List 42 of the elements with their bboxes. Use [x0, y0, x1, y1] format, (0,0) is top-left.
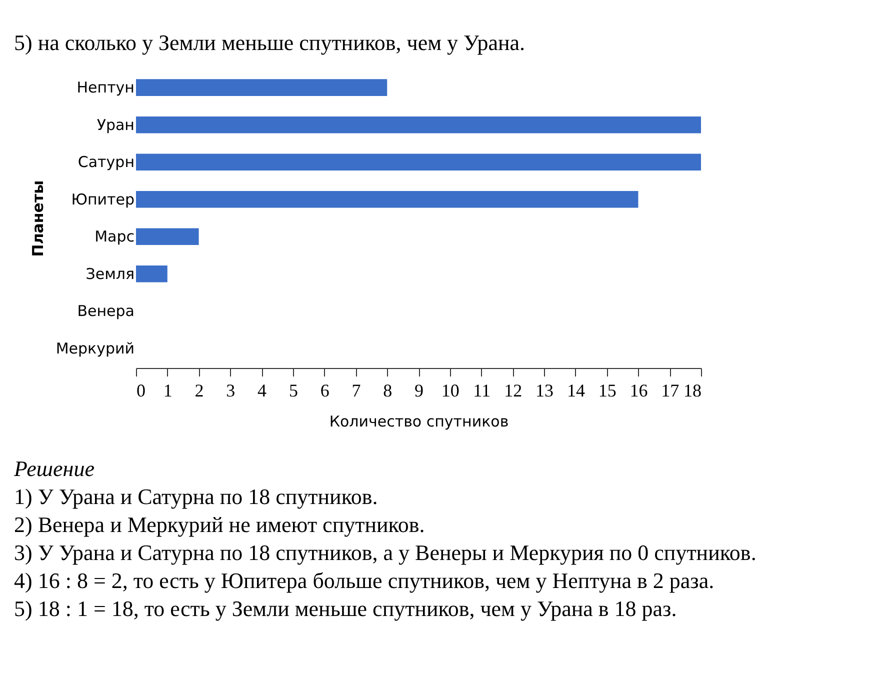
text: Решение	[14, 455, 96, 483]
text: 5) 18 : 1 = 18, то есть у Земли меньше спутников, чем у Урана в 18 раз.	[14, 595, 678, 623]
x-tick-label: 7	[352, 380, 361, 400]
x-tick-label: 10	[441, 380, 460, 400]
x-tick-label: 8	[383, 380, 392, 400]
x-tick-label: 17	[661, 380, 680, 400]
bar	[136, 266, 168, 282]
text: 4) 16 : 8 = 2, то есть у Юпитера больше спутников, чем у Нептуна в 2 раза.	[14, 567, 716, 595]
x-tick-label: 13	[536, 380, 554, 400]
x-tick-label: 9	[414, 380, 424, 400]
x-tick-label: 0	[136, 380, 146, 400]
y-axis-title: Планеты	[28, 180, 47, 257]
x-axis-title: Количество спутников	[329, 412, 509, 430]
x-tick-label: 4	[258, 380, 267, 400]
x-tick-label: 5	[288, 380, 298, 400]
text: 1) У Урана и Сатурна по 18 спутников.	[14, 483, 379, 511]
bar	[136, 154, 701, 170]
y-tick-label: Юпитер	[71, 190, 134, 208]
y-tick-label: Меркурий	[56, 339, 134, 358]
y-tick-label: Земля	[86, 264, 134, 283]
x-tick-label: 16	[630, 380, 648, 400]
x-tick-label: 14	[566, 380, 585, 400]
y-tick-label: Марс	[94, 228, 134, 246]
x-tick-label: 18	[684, 380, 702, 400]
y-tick-label: Сатурн	[78, 153, 134, 172]
x-tick-label: 3	[226, 380, 236, 400]
bar	[136, 228, 199, 246]
y-tick-label: Уран	[96, 116, 134, 134]
bar	[136, 190, 638, 208]
x-tick-label: 15	[598, 380, 616, 400]
x-tick-label: 11	[473, 380, 490, 400]
x-tick-label: 1	[163, 380, 172, 400]
text: 2) Венера и Меркурий не имеют спутников.	[14, 511, 426, 539]
chart-title: 5) на сколько у Земли меньше спутников, чем у Урана.	[13, 29, 526, 56]
bar	[136, 116, 701, 134]
x-tick-label: 2	[194, 380, 204, 400]
x-tick-label: 6	[320, 380, 330, 400]
text: 3) У Урана и Сатурна по 18 спутников, а у Венеры и Меркурия по 0 спутников.	[14, 539, 758, 567]
y-tick-label: Венера	[77, 302, 134, 320]
bar	[136, 79, 388, 96]
x-tick-label: 12	[504, 380, 522, 400]
y-tick-label: Нептун	[76, 78, 134, 97]
